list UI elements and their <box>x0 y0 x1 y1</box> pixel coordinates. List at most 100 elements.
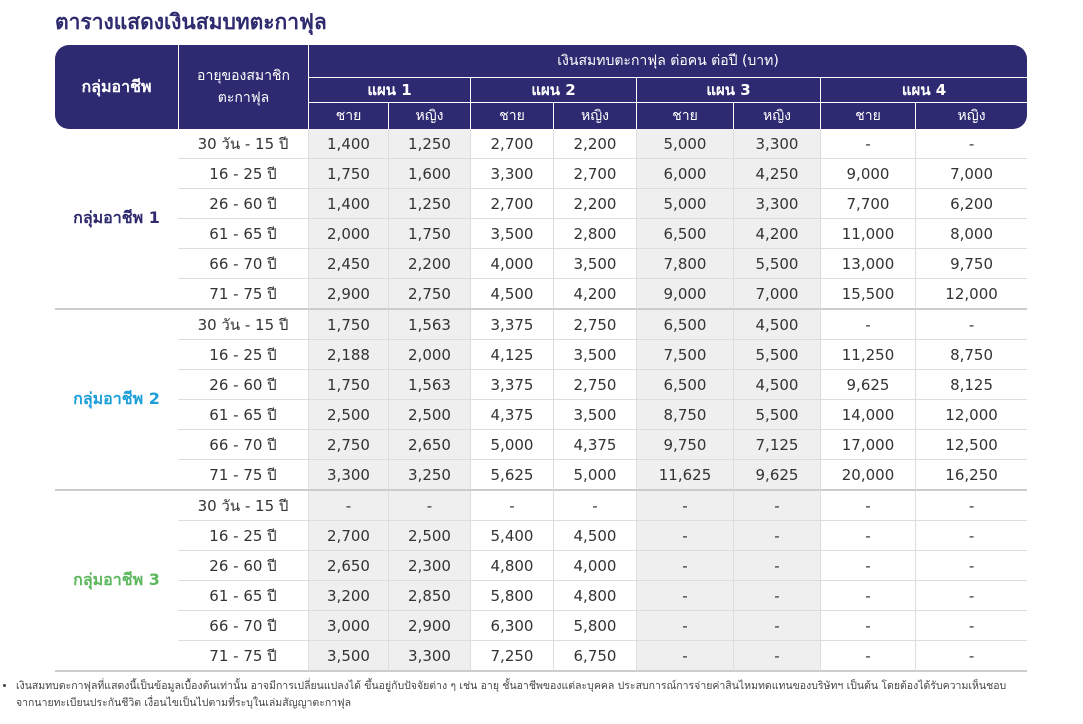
value-cell: 2,500 <box>388 400 470 430</box>
value-cell: 9,750 <box>636 430 733 460</box>
table-row: 71 - 75 ปี 3,300 3,250 5,625 5,000 11,625 9,62… <box>55 460 1028 491</box>
title: ตารางแสดงเงินสมบทตะกาฟุล <box>55 10 327 34</box>
value-cell: 9,000 <box>820 159 915 189</box>
value-cell: 9,625 <box>820 370 915 400</box>
value-cell: 4,000 <box>470 249 553 279</box>
value-cell: - <box>915 581 1028 611</box>
value-cell: - <box>636 521 733 551</box>
value-cell: 11,000 <box>820 219 915 249</box>
value-cell: 2,000 <box>388 340 470 370</box>
value-cell: - <box>820 310 915 340</box>
value-cell: - <box>636 491 733 521</box>
value-cell: 7,000 <box>733 279 820 310</box>
value-cell: 4,000 <box>553 551 636 581</box>
value-cell: - <box>915 551 1028 581</box>
table-body: กลุ่มอาชีพ 1 30 วัน - 15 ปี 1,400 1,250 2,70… <box>55 129 1028 672</box>
age-cell: 30 วัน - 15 ปี <box>178 129 308 159</box>
value-cell: - <box>308 491 388 521</box>
gender-header: หญิง <box>915 102 1028 129</box>
age-cell: 71 - 75 ปี <box>178 460 308 491</box>
value-cell: 4,500 <box>470 279 553 310</box>
value-cell: 5,500 <box>733 340 820 370</box>
value-cell: - <box>820 581 915 611</box>
table-row: 66 - 70 ปี 3,000 2,900 6,300 5,800- - - - <box>55 611 1028 641</box>
value-cell: 2,500 <box>308 400 388 430</box>
value-cell: 1,750 <box>308 310 388 340</box>
value-cell: 13,000 <box>820 249 915 279</box>
value-cell: 4,500 <box>733 370 820 400</box>
value-cell: 5,000 <box>636 129 733 159</box>
table-row: กลุ่มอาชีพ 2 30 วัน - 15 ปี 1,750 1,563 3,37… <box>55 310 1028 491</box>
value-cell: - <box>915 521 1028 551</box>
gender-header: ชาย <box>308 102 388 129</box>
age-cell: 26 - 60 ปี <box>178 370 308 400</box>
value-cell: - <box>636 581 733 611</box>
value-cell: 12,000 <box>915 400 1028 430</box>
age-cell: 71 - 75 ปี <box>178 641 308 672</box>
value-cell: 6,500 <box>636 370 733 400</box>
value-cell: 14,000 <box>820 400 915 430</box>
value-cell: 5,400 <box>470 521 553 551</box>
value-cell: - <box>733 551 820 581</box>
age-cell: 61 - 65 ปี <box>178 219 308 249</box>
value-cell: 5,625 <box>470 460 553 491</box>
value-cell: - <box>733 581 820 611</box>
value-cell: - <box>733 491 820 521</box>
age-cell: 66 - 70 ปี <box>178 249 308 279</box>
value-cell: 2,200 <box>553 129 636 159</box>
value-cell: 2,900 <box>308 279 388 310</box>
value-cell: 5,000 <box>553 460 636 491</box>
age-cell: 16 - 25 ปี <box>178 159 308 189</box>
value-cell: 3,500 <box>308 641 388 672</box>
age-cell: 61 - 65 ปี <box>178 581 308 611</box>
group-header: กลุ่มอาชีพ <box>55 45 178 129</box>
value-cell: - <box>733 641 820 672</box>
table-row: 26 - 60 ปี 1,400 1,250 2,700 2,200 5,000 3,300… <box>55 189 1028 219</box>
value-cell: 3,300 <box>733 189 820 219</box>
value-cell: 6,000 <box>636 159 733 189</box>
plan-header: แผน 3 <box>636 77 820 102</box>
footnote: เงินสมทบตะกาฟุลที่แสดงนี้เป็นข้อมูลเบื้อ… <box>4 678 1083 712</box>
value-cell: 1,400 <box>308 129 388 159</box>
table-row: 61 - 65 ปี 2,000 1,750 3,500 2,800 6,500 4,200… <box>55 219 1028 249</box>
value-cell: 12,000 <box>915 279 1028 310</box>
value-cell: - <box>915 310 1028 340</box>
value-cell: 7,125 <box>733 430 820 460</box>
value-cell: 4,800 <box>553 581 636 611</box>
value-cell: 2,188 <box>308 340 388 370</box>
value-cell: 5,000 <box>470 430 553 460</box>
age-cell: 30 วัน - 15 ปี <box>178 310 308 340</box>
value-cell: 3,500 <box>553 400 636 430</box>
table-row: 16 - 25 ปี 2,188 2,000 4,125 3,500 7,500 5,500… <box>55 340 1028 370</box>
gender-header: หญิง <box>388 102 470 129</box>
value-cell: 5,500 <box>733 249 820 279</box>
value-cell: 1,250 <box>388 129 470 159</box>
table-row: กลุ่มอาชีพ 1 30 วัน - 15 ปี 1,400 1,250 2,70… <box>55 129 1028 310</box>
value-cell: 2,200 <box>553 189 636 219</box>
value-cell: - <box>915 129 1028 159</box>
value-cell: 9,000 <box>636 279 733 310</box>
value-cell: - <box>636 551 733 581</box>
value-cell: 1,563 <box>388 310 470 340</box>
value-cell: 2,700 <box>308 521 388 551</box>
gender-header: หญิง <box>553 102 636 129</box>
value-cell: 16,250 <box>915 460 1028 491</box>
gender-header: ชาย <box>470 102 553 129</box>
value-cell: - <box>733 521 820 551</box>
value-cell: 9,625 <box>733 460 820 491</box>
age-cell: 66 - 70 ปี <box>178 430 308 460</box>
value-cell: 4,200 <box>553 279 636 310</box>
value-cell: 5,800 <box>553 611 636 641</box>
value-cell: 4,375 <box>470 400 553 430</box>
value-cell: - <box>470 491 553 521</box>
value-cell: - <box>636 611 733 641</box>
value-cell: 2,900 <box>388 611 470 641</box>
value-cell: 12,500 <box>915 430 1028 460</box>
value-cell: 6,500 <box>636 310 733 340</box>
value-cell: - <box>636 641 733 672</box>
footnote-line: จากนายทะเบียนประกันชีวิต เงื่อนไขเป็นไปต… <box>16 697 352 709</box>
value-cell: 6,750 <box>553 641 636 672</box>
value-cell: 4,375 <box>553 430 636 460</box>
table-row: 16 - 25 ปี 2,700 2,500 5,400 4,500- - - - <box>55 521 1028 551</box>
value-cell: 3,500 <box>553 249 636 279</box>
